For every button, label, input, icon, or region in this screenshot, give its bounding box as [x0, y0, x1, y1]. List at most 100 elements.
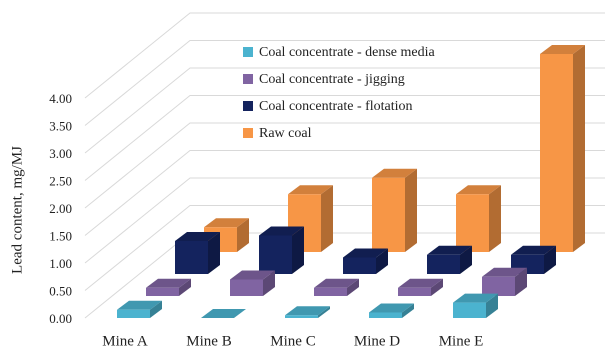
- bar-side: [292, 226, 304, 274]
- bar-side: [431, 278, 443, 296]
- bar-front: [343, 257, 376, 274]
- legend-swatch: [243, 101, 253, 111]
- bar-top: [482, 267, 527, 277]
- bar-top: [343, 248, 388, 258]
- legend-label: Raw coal: [259, 126, 312, 141]
- bar-side: [486, 293, 498, 318]
- bar-side: [460, 245, 472, 274]
- bar: [369, 303, 414, 318]
- bar-side: [347, 278, 359, 296]
- bar: [540, 45, 585, 252]
- x-tick-label: Mine C: [270, 333, 315, 349]
- bar-side: [489, 185, 501, 252]
- bar-top: [453, 293, 498, 303]
- bar-side: [237, 218, 249, 252]
- bar: [456, 185, 501, 252]
- bar-front: [398, 287, 431, 296]
- bar-side: [376, 248, 388, 274]
- bar-top: [511, 245, 556, 255]
- bar-front: [482, 276, 515, 296]
- bar-front: [285, 315, 318, 318]
- bar: [259, 226, 304, 274]
- y-tick-label: 4.00: [49, 91, 72, 106]
- bar-top: [146, 278, 191, 288]
- bar-front: [117, 309, 150, 318]
- bar: [285, 306, 330, 318]
- bar-side: [515, 267, 527, 296]
- bar-front: [540, 54, 573, 252]
- bar-side: [544, 245, 556, 274]
- bar-top: [117, 300, 162, 310]
- bar-front: [230, 279, 263, 296]
- bar: [117, 300, 162, 318]
- legend-label: Coal concentrate - jigging: [259, 72, 405, 87]
- bar-front: [259, 235, 292, 274]
- bar-top: [175, 232, 220, 241]
- bar: [230, 270, 275, 296]
- grid-line: [84, 12, 605, 99]
- bar-top: [204, 218, 249, 228]
- bar-front: [372, 177, 405, 252]
- bar: [372, 168, 417, 252]
- x-tick-label: Mine E: [439, 333, 484, 349]
- bar-top: [285, 306, 330, 316]
- bar-top: [230, 270, 275, 280]
- grid-line: [84, 177, 605, 264]
- bar-top: [372, 168, 417, 178]
- bar: [146, 278, 191, 296]
- bar: [314, 278, 359, 296]
- bar-top: [314, 278, 359, 288]
- bar: [511, 245, 556, 274]
- x-tick-label: Mine D: [354, 333, 400, 349]
- grid-line: [84, 40, 605, 126]
- bar-top: [201, 309, 246, 318]
- bar-side: [150, 300, 162, 318]
- grid-line: [84, 122, 605, 209]
- legend-swatch: [243, 47, 253, 57]
- bar-front: [369, 312, 402, 318]
- legend-swatch: [243, 74, 253, 84]
- y-tick-label: 2.50: [49, 173, 72, 188]
- bar-side: [179, 278, 191, 296]
- y-tick-label: 0.00: [49, 311, 72, 326]
- bar-top: [540, 45, 585, 54]
- bar-front: [453, 302, 486, 318]
- y-tick-label: 1.00: [49, 256, 72, 271]
- bar-top: [398, 278, 443, 288]
- y-tick-label: 1.50: [49, 228, 72, 243]
- bar-top: [288, 185, 333, 195]
- bar: [453, 293, 498, 318]
- bar: [398, 278, 443, 296]
- bar-top: [369, 303, 414, 313]
- x-tick-label: Mine A: [102, 333, 148, 349]
- legend-label: Coal concentrate - flotation: [259, 99, 413, 114]
- bar: [482, 267, 527, 296]
- bar: [343, 248, 388, 274]
- grid-line: [84, 95, 605, 181]
- grid-line: [84, 150, 605, 236]
- y-axis-label: Lead content, mg/MJ: [9, 146, 25, 274]
- legend-swatch: [243, 128, 253, 138]
- x-tick-label: Mine B: [186, 333, 231, 349]
- bar: [201, 309, 246, 318]
- bar-top: [427, 245, 472, 255]
- bar-front: [175, 241, 208, 274]
- y-tick-label: 3.00: [49, 146, 72, 161]
- bar-top: [456, 185, 501, 195]
- y-tick-label: 2.00: [49, 201, 72, 216]
- bar-side: [321, 185, 333, 252]
- bar-front: [427, 254, 460, 274]
- bar-front: [146, 287, 179, 296]
- bar-side: [573, 45, 585, 252]
- grid-line: [84, 67, 605, 154]
- bar-side: [318, 306, 330, 318]
- bar-front: [456, 194, 489, 252]
- bar: [175, 232, 220, 274]
- y-tick-label: 3.50: [49, 118, 72, 133]
- y-tick-label: 0.50: [49, 283, 72, 298]
- bar-top: [259, 226, 304, 236]
- bar-side: [208, 232, 220, 274]
- bar: [427, 245, 472, 274]
- bar-front: [314, 287, 347, 296]
